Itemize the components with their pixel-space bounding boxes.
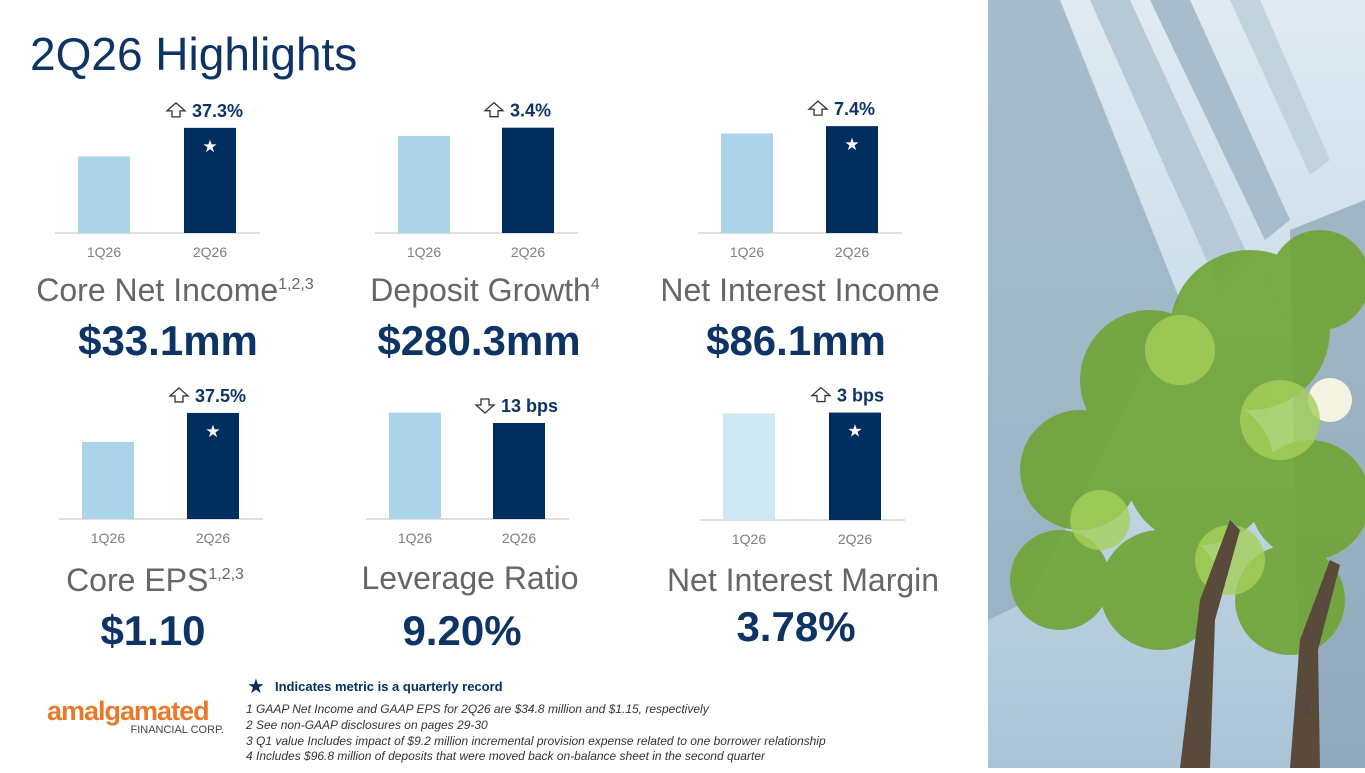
metric-title: Net Interest Margin (667, 562, 939, 598)
metric-title: Core EPS1,2,3 (66, 562, 244, 598)
footnote: 1 GAAP Net Income and GAAP EPS for 2Q26 … (246, 702, 710, 716)
metric-name: Net Interest Margin (667, 562, 939, 598)
x-tick-label: 1Q26 (87, 244, 121, 260)
x-tick-label: 1Q26 (91, 530, 125, 546)
x-tick-label: 2Q26 (193, 244, 227, 260)
metric-name: Net Interest Income (660, 272, 939, 308)
metric-title: Net Interest Income (660, 272, 939, 308)
bar (389, 412, 441, 519)
metric-value: $86.1mm (706, 317, 886, 364)
x-tick-label: 2Q26 (835, 244, 869, 260)
bar (829, 412, 881, 520)
change-arrow (807, 100, 829, 116)
metric-title: Leverage Ratio (361, 560, 578, 596)
x-tick-label: 2Q26 (838, 531, 872, 547)
x-tick-label: 1Q26 (730, 244, 764, 260)
record-star: ★ (205, 422, 220, 441)
photo (988, 0, 1365, 768)
change-arrow (165, 101, 187, 118)
x-tick-label: 1Q26 (732, 531, 766, 547)
metric-value: $1.10 (100, 607, 205, 654)
metric-value: 9.20% (402, 607, 521, 654)
footnote: 2 See non-GAAP disclosures on pages 29-3… (245, 718, 488, 732)
change-label: 3 bps (837, 386, 884, 406)
footnote-refs: 1,2,3 (208, 566, 244, 583)
metric-value: $33.1mm (78, 317, 258, 364)
change-arrow (474, 398, 496, 414)
footnote-refs: 1,2,3 (278, 276, 314, 293)
change-arrow (483, 101, 505, 118)
footnote: 4 Includes $96.8 million of deposits tha… (246, 749, 766, 763)
charts: 1Q26 2Q26★37.3%Core Net Income1,2,3$33.1m… (36, 99, 939, 654)
footnote-refs: 4 (591, 276, 600, 293)
bar (723, 413, 775, 520)
footnote: 3 Q1 value Includes impact of $9.2 milli… (246, 734, 826, 748)
change-label: 7.4% (834, 99, 875, 119)
bar (187, 412, 239, 519)
change-arrow (168, 387, 190, 403)
x-tick-label: 2Q26 (502, 530, 536, 546)
metric-value: $280.3mm (377, 317, 580, 364)
bar (493, 423, 545, 519)
bar (184, 127, 236, 233)
metric-value: 3.78% (736, 603, 855, 650)
logo: amalgamated (47, 696, 209, 726)
bar (82, 441, 134, 519)
x-tick-label: 1Q26 (398, 530, 432, 546)
bar (826, 126, 878, 233)
change-label: 3.4% (510, 101, 551, 121)
logo-sub: FINANCIAL CORP. (130, 724, 224, 736)
change-label: 37.5% (195, 386, 246, 406)
x-tick-label: 2Q26 (196, 530, 230, 546)
x-tick-label: 1Q26 (407, 244, 441, 260)
change-arrow (810, 386, 832, 403)
change-label: 37.3% (192, 101, 243, 121)
metric-title: Deposit Growth4 (370, 272, 600, 308)
bar (398, 135, 450, 233)
bar (502, 127, 554, 233)
metric-name: Core Net Income (36, 272, 278, 308)
record-star: ★ (202, 137, 217, 156)
metric-title: Core Net Income1,2,3 (36, 272, 314, 308)
bar (721, 133, 773, 233)
metric-name: Deposit Growth (370, 272, 591, 308)
page-number: 3 (1303, 703, 1310, 718)
metric-name: Leverage Ratio (361, 560, 578, 596)
slide-title: 2Q26 Highlights (30, 28, 357, 80)
metric-name: Core EPS (66, 562, 208, 598)
x-tick-label: 2Q26 (511, 244, 545, 260)
legend-text: Indicates metric is a quarterly record (275, 679, 503, 694)
change-label: 13 bps (501, 396, 558, 416)
legend-star: ★ (247, 676, 265, 698)
record-star: ★ (847, 422, 862, 441)
record-star: ★ (844, 135, 859, 154)
bar (78, 156, 130, 233)
